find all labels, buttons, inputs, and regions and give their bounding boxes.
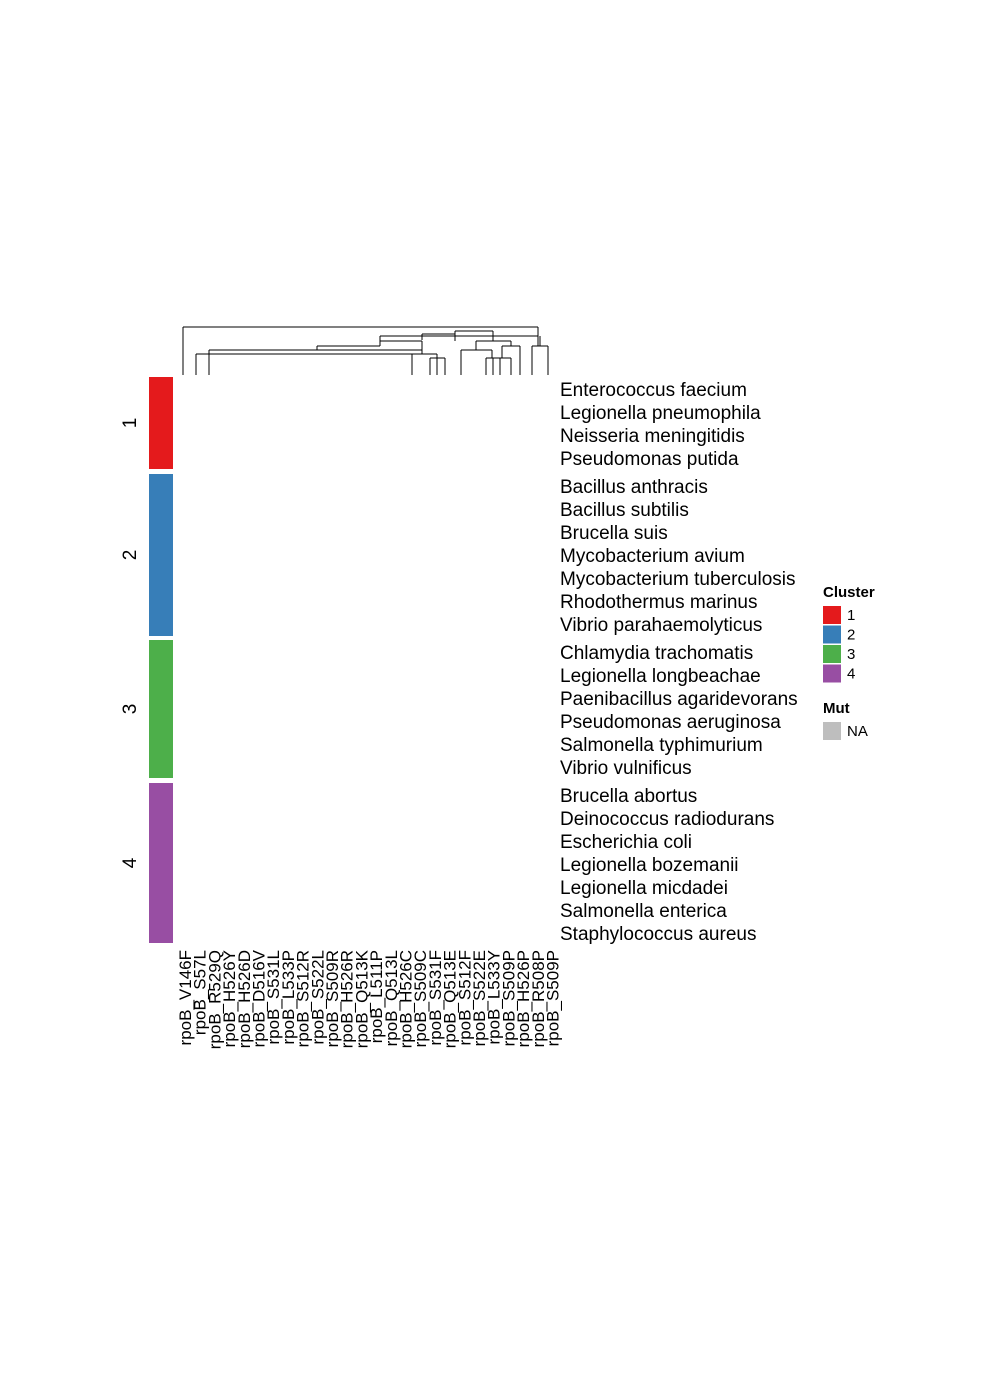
legend-mut-title: Mut <box>823 700 850 717</box>
legend-swatch-3 <box>823 645 841 663</box>
column-label: rpoB_S522E <box>470 950 489 1046</box>
legend-label: 3 <box>847 646 855 663</box>
row-label: Legionella bozemanii <box>560 855 739 876</box>
row-label: Vibrio parahaemolyticus <box>560 615 762 636</box>
row-label: Enterococcus faecium <box>560 380 747 401</box>
legend: Cluster 1 2 3 4 Mut NA <box>823 584 875 740</box>
row-label: Mycobacterium tuberculosis <box>560 569 795 590</box>
column-labels: rpoB_V146FrpoB_S57LrpoB_R529QrpoB_H526Yr… <box>176 949 563 1049</box>
column-label: rpoB_R529Q <box>205 950 224 1049</box>
column-label: rpoB_H526C <box>397 950 416 1048</box>
row-label: Bacillus subtilis <box>560 500 689 521</box>
column-label: rpoB_S509P <box>499 950 518 1046</box>
column-label: rpoB_S57L <box>191 950 210 1035</box>
column-label: rpoB_H526D <box>235 950 254 1048</box>
row-label: Legionella micdadei <box>560 878 728 899</box>
row-label: Brucella abortus <box>560 786 697 807</box>
legend-label: 1 <box>847 607 855 624</box>
column-label: rpoB_H526Y <box>220 950 239 1047</box>
row-label: Escherichia coli <box>560 832 692 853</box>
legend-swatch-na <box>823 722 841 740</box>
legend-cluster-title: Cluster <box>823 584 875 601</box>
row-label: Legionella pneumophila <box>560 403 761 424</box>
legend-label: NA <box>847 723 868 740</box>
row-label: Legionella longbeachae <box>560 666 761 687</box>
legend-swatch-4 <box>823 664 841 683</box>
legend-swatch-1 <box>823 606 841 624</box>
row-label: Bacillus anthracis <box>560 477 708 498</box>
column-label: rpoB_S512R <box>294 950 313 1047</box>
column-label: rpoB_S509C <box>411 950 430 1047</box>
cluster-label: 2 <box>120 550 141 561</box>
column-label: rpoB_S509R <box>323 950 342 1047</box>
row-label: Mycobacterium avium <box>560 546 745 567</box>
cluster-labels: 1 2 3 4 <box>120 418 141 869</box>
column-label: rpoB_Q513L <box>382 950 401 1046</box>
cluster-label: 1 <box>120 418 141 429</box>
row-label: Salmonella typhimurium <box>560 735 763 756</box>
row-label: Neisseria meningitidis <box>560 426 745 447</box>
column-label: rpoB_V146F <box>176 950 195 1045</box>
row-label: Rhodothermus marinus <box>560 592 757 613</box>
column-label: rpoB_S512F <box>455 950 474 1045</box>
column-label: rpoB_S509P <box>544 950 563 1046</box>
legend-label: 2 <box>847 627 855 644</box>
row-label: Brucella suis <box>560 523 668 544</box>
column-label: rpoB_L533P <box>279 950 298 1045</box>
column-label: rpoB_L533Y <box>485 950 504 1045</box>
column-label: rpoB_S531L <box>264 950 283 1045</box>
cluster-bar-2 <box>149 474 173 636</box>
row-label: Chlamydia trachomatis <box>560 643 753 664</box>
column-label: rpoB_H526P <box>514 950 533 1047</box>
cluster-label: 4 <box>120 857 141 868</box>
column-label: rpoB_S522L <box>308 950 327 1045</box>
row-label: Paenibacillus agaridevorans <box>560 689 798 710</box>
row-label: Vibrio vulnificus <box>560 758 692 779</box>
column-label: rpoB_L511P <box>367 950 386 1043</box>
column-dendrogram <box>182 326 549 375</box>
row-label: Pseudomonas putida <box>560 449 739 470</box>
column-label: rpoB_H526R <box>338 950 357 1048</box>
row-label: Staphylococcus aureus <box>560 924 756 945</box>
column-label: rpoB_Q513K <box>352 949 371 1048</box>
column-label: rpoB_S531F <box>426 950 445 1045</box>
cluster-bar-4 <box>149 783 173 943</box>
column-label: rpoB_R508P <box>529 950 548 1047</box>
column-label: rpoB_D516V <box>250 949 269 1047</box>
row-label: Pseudomonas aeruginosa <box>560 712 781 733</box>
row-label: Deinococcus radiodurans <box>560 809 774 830</box>
column-label: rpoB_Q513E <box>441 950 460 1048</box>
cluster-label: 3 <box>120 704 141 715</box>
cluster-annotation-bars <box>149 377 173 943</box>
cluster-bar-3 <box>149 640 173 778</box>
legend-swatch-2 <box>823 625 841 644</box>
row-label: Salmonella enterica <box>560 901 727 922</box>
legend-label: 4 <box>847 666 855 683</box>
cluster-bar-1 <box>149 377 173 469</box>
